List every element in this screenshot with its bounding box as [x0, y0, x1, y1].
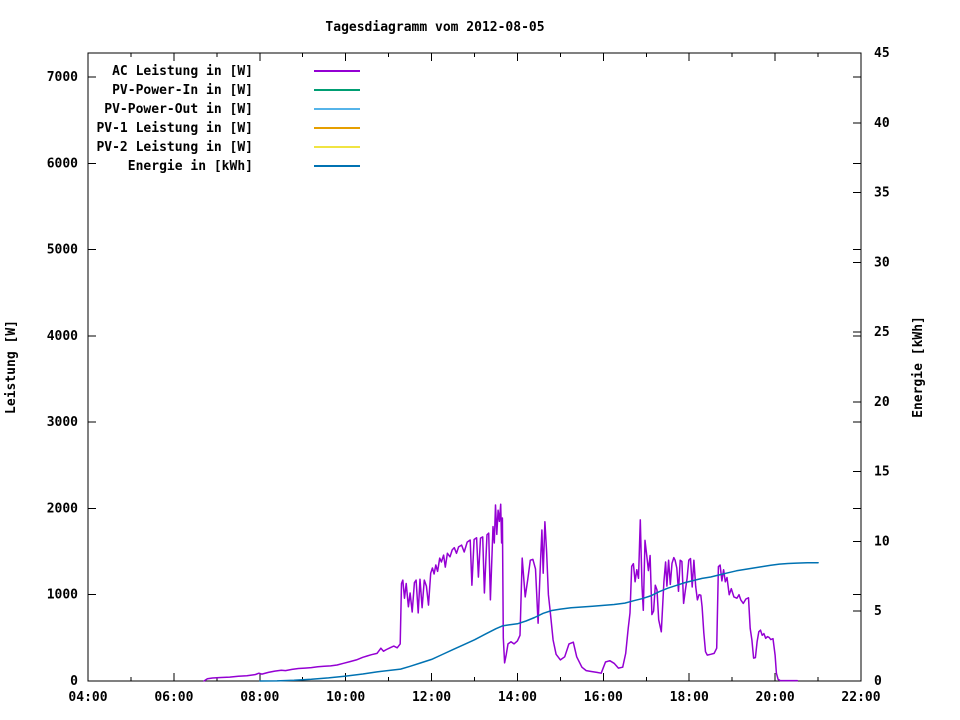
- x-axis-tick-label: 08:00: [240, 690, 279, 705]
- x-axis-tick-label: 16:00: [584, 690, 623, 705]
- y-axis-right-tick-label: 20: [874, 395, 890, 410]
- y-axis-right-tick-label: 35: [874, 186, 890, 201]
- y-axis-left-tick-label: 6000: [47, 156, 78, 171]
- y-axis-left-tick-label: 3000: [47, 415, 78, 430]
- legend-label: AC Leistung in [W]: [112, 64, 253, 79]
- y-axis-left-label: Leistung [W]: [4, 320, 19, 414]
- legend-label: PV-Power-Out in [W]: [104, 102, 253, 117]
- y-axis-right-tick-label: 5: [874, 604, 882, 619]
- x-axis-tick-label: 18:00: [670, 690, 709, 705]
- legend-label: Energie in [kWh]: [128, 159, 253, 174]
- legend-label: PV-1 Leistung in [W]: [96, 121, 253, 136]
- x-axis-tick-label: 06:00: [154, 690, 193, 705]
- y-axis-left-tick-label: 4000: [47, 329, 78, 344]
- series-line-energie-in-kwh: [259, 561, 819, 682]
- y-axis-right-tick-label: 10: [874, 534, 890, 549]
- y-axis-right-tick-label: 40: [874, 116, 890, 131]
- y-axis-right-label: Energie [kWh]: [911, 316, 926, 418]
- y-axis-right-tick-label: 0: [874, 674, 882, 689]
- y-axis-right-tick-label: 30: [874, 255, 890, 270]
- y-axis-left-tick-label: 7000: [47, 70, 78, 85]
- y-axis-left-tick-label: 0: [70, 674, 78, 689]
- plot-area: 04:00 06:00 08:00 10:00 12:00 14:00 16:00 18:00…: [47, 46, 890, 705]
- y-axis-left-tick-label: 1000: [47, 588, 78, 603]
- x-axis-tick-label: 20:00: [756, 690, 795, 705]
- y-axis-right-tick-label: 25: [874, 325, 890, 340]
- y-axis-right-tick-label: 15: [874, 465, 890, 480]
- x-axis-tick-label: 22:00: [841, 690, 880, 705]
- legend-label: PV-Power-In in [W]: [112, 83, 253, 98]
- y-axis-right-tick-label: 45: [874, 46, 890, 61]
- x-axis-tick-label: 12:00: [412, 690, 451, 705]
- x-axis-tick-label: 04:00: [68, 690, 107, 705]
- legend-label: PV-2 Leistung in [W]: [96, 140, 253, 155]
- series-line-ac-leistung-in-w: [203, 503, 799, 682]
- y-axis-left-tick-label: 5000: [47, 243, 78, 258]
- x-axis-tick-label: 14:00: [498, 690, 537, 705]
- y-axis-left-tick-label: 2000: [47, 501, 78, 516]
- chart-title: Tagesdiagramm vom 2012-08-05: [325, 20, 544, 35]
- x-axis-tick-label: 10:00: [326, 690, 365, 705]
